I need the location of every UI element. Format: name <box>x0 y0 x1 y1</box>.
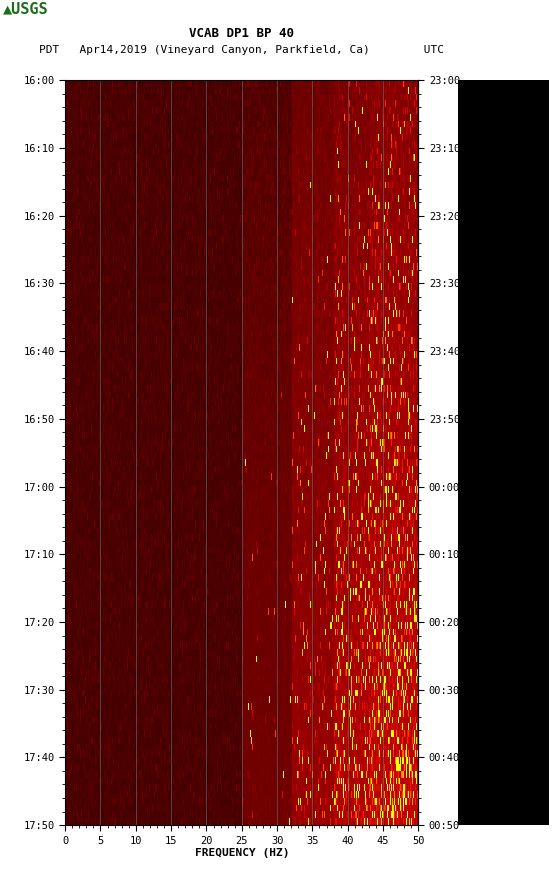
Text: ▲USGS: ▲USGS <box>3 2 49 17</box>
X-axis label: FREQUENCY (HZ): FREQUENCY (HZ) <box>194 848 289 858</box>
Text: VCAB DP1 BP 40: VCAB DP1 BP 40 <box>189 27 294 40</box>
Text: PDT   Apr14,2019 (Vineyard Canyon, Parkfield, Ca)        UTC: PDT Apr14,2019 (Vineyard Canyon, Parkfie… <box>39 45 444 55</box>
